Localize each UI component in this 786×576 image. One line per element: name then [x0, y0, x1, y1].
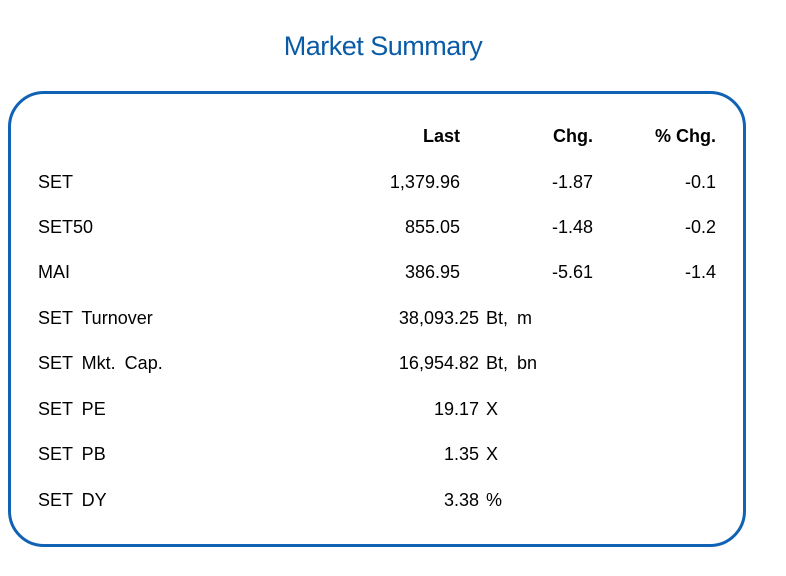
- stat-unit-pb: X: [486, 444, 499, 464]
- stat-value-pb: 1.35: [443, 444, 479, 464]
- index-last-set50: 855.05: [404, 217, 460, 237]
- column-header-chg: Chg.: [553, 126, 593, 146]
- column-header-pct-chg: % Chg.: [655, 126, 716, 146]
- index-pct-chg-set: -0.1: [684, 172, 716, 192]
- index-pct-chg-set50: -0.2: [684, 217, 716, 237]
- stat-name-dy: SET DY: [38, 490, 107, 510]
- stat-value-pe: 19.17: [433, 399, 479, 419]
- stat-name-turnover: SET Turnover: [38, 308, 153, 328]
- stat-unit-pe: X: [486, 399, 499, 419]
- stat-unit-turnover: Bt, m: [486, 308, 533, 328]
- stat-value-turnover: 38,093.25: [398, 308, 479, 328]
- market-summary-panel: [8, 91, 746, 547]
- index-name-mai: MAI: [38, 262, 71, 282]
- index-last-mai: 386.95: [404, 262, 460, 282]
- index-chg-set: -1.87: [551, 172, 593, 192]
- index-pct-chg-mai: -1.4: [684, 262, 716, 282]
- stat-value-mkt-cap: 16,954.82: [398, 353, 479, 373]
- index-chg-mai: -5.61: [551, 262, 593, 282]
- stat-unit-mkt-cap: Bt, bn: [486, 353, 538, 373]
- index-name-set50: SET50: [38, 217, 94, 237]
- stat-name-pe: SET PE: [38, 399, 106, 419]
- stat-name-mkt-cap: SET Mkt. Cap.: [38, 353, 163, 373]
- stat-value-dy: 3.38: [443, 490, 479, 510]
- stat-name-pb: SET PB: [38, 444, 106, 464]
- page-title: Market Summary: [283, 31, 483, 61]
- index-chg-set50: -1.48: [551, 217, 593, 237]
- index-name-set: SET: [38, 172, 74, 192]
- stat-unit-dy: %: [486, 490, 503, 510]
- column-header-last: Last: [422, 126, 460, 146]
- index-last-set: 1,379.96: [389, 172, 460, 192]
